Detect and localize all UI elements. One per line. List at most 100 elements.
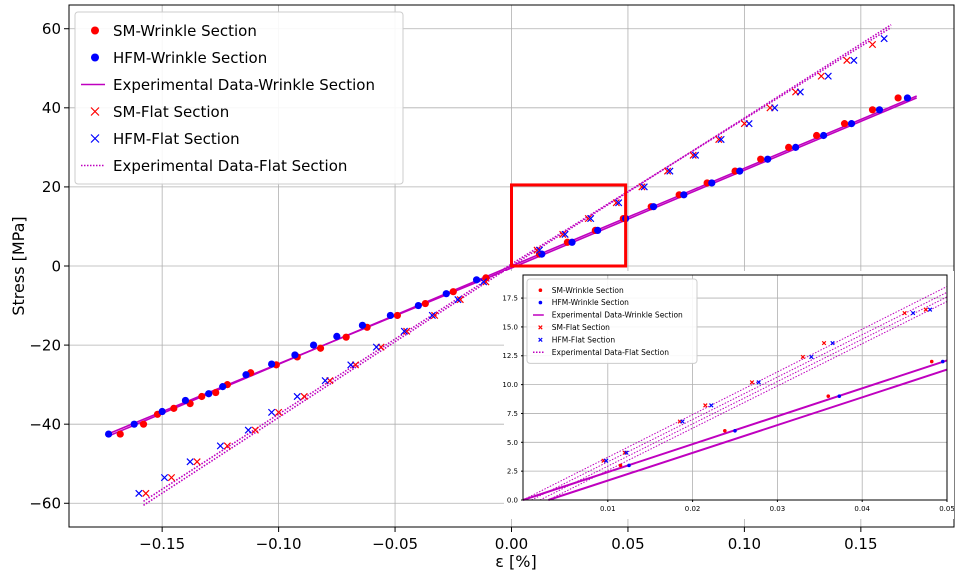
data-point-x: [715, 135, 723, 144]
data-point: [649, 203, 658, 211]
data-point: [342, 333, 350, 341]
inset-y-tick-label: 0.0: [507, 496, 518, 504]
inset-y-tick-label: 7.5: [507, 410, 518, 418]
main-axis-ticks: −0.15 −0.10 −0.05 0.00 0.05 0.10 0.15−60−40−20…: [29, 20, 877, 553]
inset-experimental-line: [539, 296, 948, 501]
data-point-x: [533, 246, 541, 254]
data-point-x: [321, 377, 329, 385]
legend-label: HFM-Flat Section: [113, 130, 240, 148]
data-point: [414, 301, 422, 310]
inset-data-point-x: [809, 354, 814, 360]
data-point-x: [482, 278, 490, 286]
experimental-line: [108, 97, 918, 435]
inset-data-point: [837, 394, 842, 398]
data-point: [393, 311, 401, 320]
data-point: [333, 332, 341, 340]
data-point-x: [587, 214, 595, 223]
data-point-x: [535, 246, 544, 254]
data-point-x: [186, 458, 194, 466]
data-point: [170, 404, 178, 412]
data-point: [116, 430, 124, 438]
legend-key-dot: [538, 288, 543, 293]
inset-plot-frame: [522, 274, 948, 501]
data-point-x: [640, 183, 648, 191]
experimental-line: [143, 26, 892, 502]
data-point-x: [817, 72, 825, 80]
inset-data-point-x: [756, 380, 761, 385]
inset-data-point-x: [709, 403, 714, 408]
inset-y-tick-label: 17.5: [502, 295, 518, 303]
data-point: [819, 131, 828, 140]
data-point-x: [850, 56, 858, 64]
data-point-x: [615, 199, 623, 207]
data-point: [358, 321, 367, 329]
data-point-x: [584, 214, 592, 223]
data-point: [785, 143, 793, 151]
y-tick-label: 20: [42, 178, 61, 196]
inset-experimental-line: [522, 286, 948, 501]
inset-legend: SM-Wrinkle Section HFM-Wrinkle Section Exp…: [526, 278, 698, 364]
legend-key-x: [90, 107, 100, 116]
legend-label: HFM-Flat Section: [552, 335, 616, 344]
data-point-x: [868, 40, 877, 49]
inset-data-point: [940, 359, 945, 364]
inset-y-tick-label: 15.0: [502, 323, 518, 331]
inset-data-point-x: [902, 310, 907, 316]
data-point: [130, 420, 138, 428]
legend-label: Experimental Data-Flat Section: [113, 157, 347, 175]
x-axis-label: ε [%]: [495, 552, 536, 571]
x-tick-label: −0.05: [372, 535, 418, 553]
data-point: [792, 143, 800, 151]
data-point-x: [456, 295, 464, 304]
data-point-x: [880, 34, 888, 43]
legend-box: [74, 11, 404, 185]
data-point: [472, 276, 481, 284]
data-point: [386, 311, 394, 320]
legend-key-dot: [538, 300, 543, 305]
inset-data-point-x: [821, 340, 827, 346]
data-point-x: [843, 56, 851, 64]
inset-data-point-x: [923, 307, 929, 312]
inset-data-point-x: [800, 354, 806, 360]
data-point: [449, 288, 457, 296]
x-tick-label: −0.10: [256, 535, 302, 553]
legend-key-dot: [91, 26, 99, 35]
data-point-x: [638, 183, 646, 191]
data-point: [875, 106, 884, 114]
inset-data-point-x: [830, 340, 835, 346]
data-point: [242, 371, 250, 379]
data-point: [442, 290, 450, 298]
inset-y-tick-label: 10.0: [502, 381, 518, 389]
inset-x-tick-label: 0.05: [939, 505, 955, 513]
data-point: [181, 396, 190, 405]
inset-x-tick-label: 0.03: [770, 505, 786, 513]
y-tick-label: −40: [29, 415, 61, 433]
inset-data-point-x: [680, 419, 685, 424]
data-point: [736, 167, 744, 175]
main-legend: SM-Wrinkle Section HFM-Wrinkle Section Exp…: [74, 11, 404, 185]
y-tick-label: 40: [42, 99, 61, 117]
inset-y-tick-label: 12.5: [502, 352, 518, 360]
x-tick-label: 0.10: [728, 535, 761, 553]
data-point: [868, 106, 877, 114]
inset-data-point: [723, 428, 727, 433]
inset-data-point: [826, 394, 831, 398]
data-point: [594, 226, 602, 235]
data-point-x: [431, 311, 439, 320]
data-point-x: [193, 458, 201, 466]
data-point: [219, 383, 227, 391]
legend-key-dot: [91, 53, 99, 62]
inset-experimental-line: [548, 301, 948, 501]
legend-key-x: [538, 325, 543, 330]
inset-experimental-line: [531, 291, 948, 501]
inset-y-tick-label: 5.0: [507, 439, 518, 447]
data-point: [847, 120, 856, 128]
y-tick-label: −60: [29, 495, 61, 513]
data-point: [764, 155, 772, 163]
data-point-x: [267, 408, 276, 416]
data-point-x: [428, 311, 436, 320]
data-point-x: [347, 361, 355, 369]
data-point: [309, 341, 318, 349]
data-point-x: [691, 151, 700, 159]
